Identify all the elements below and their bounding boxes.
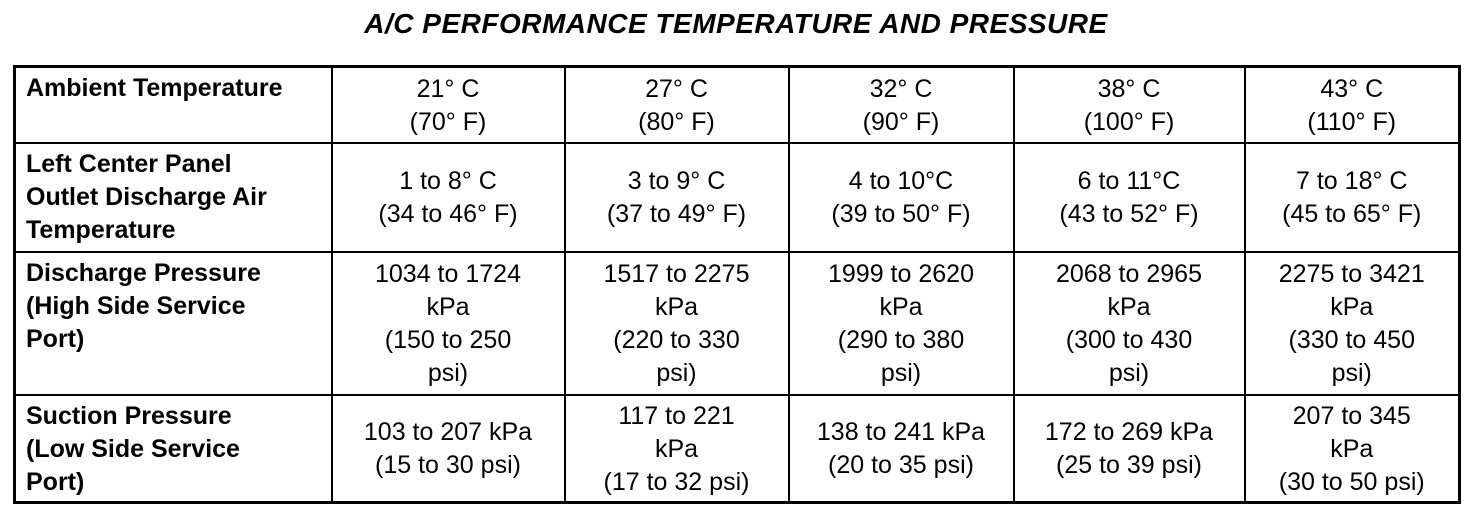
cell: 6 to 11°C (43 to 52° F) — [1012, 141, 1246, 253]
cell-line: (20 to 35 psi) — [828, 451, 974, 479]
cell-line: (43 to 52° F) — [1059, 200, 1199, 228]
cell: 172 to 269 kPa (25 to 39 psi) — [1012, 393, 1246, 503]
cell-line: (100° F) — [1083, 107, 1175, 136]
cell-line: Discharge Pressure — [26, 258, 261, 287]
cell-line: psi) — [427, 359, 469, 387]
cell: 38° C (100° F) — [1012, 65, 1246, 144]
cell-line: (220 to 330 — [613, 326, 740, 354]
cell-line: (34 to 46° F) — [378, 200, 518, 228]
cell-line: (330 to 450 — [1288, 326, 1416, 354]
table-row: Suction Pressure (Low Side Service Port) 10… — [13, 393, 1461, 503]
cell: 1999 to 2620 kPa (290 to 380 psi) — [787, 250, 1015, 396]
cell-line: 1999 to 2620 — [828, 260, 974, 288]
cell-line: (45 to 65° F) — [1282, 200, 1422, 228]
cell-line: Suction Pressure — [26, 401, 232, 430]
cell-line: 38° C — [1097, 74, 1161, 103]
cell-line: (25 to 39 psi) — [1056, 451, 1202, 479]
cell-line: Left Center Panel — [26, 149, 232, 178]
cell: 2068 to 2965 kPa (300 to 430 psi) — [1012, 250, 1246, 396]
cell-line: psi) — [656, 359, 697, 387]
cell-line: (High Side Service — [26, 291, 246, 320]
cell-line: kPa — [654, 293, 699, 321]
cell: 32° C (90° F) — [787, 65, 1015, 144]
cell: 43° C (110° F) — [1243, 65, 1461, 144]
table-row: Discharge Pressure (High Side Service Port… — [13, 250, 1461, 396]
cell-line: 27° C — [645, 74, 708, 103]
table-row: Ambient Temperature 21° C (70° F) 27° C (80°… — [13, 65, 1461, 144]
cell: 1034 to 1724 kPa (150 to 250 psi) — [330, 250, 566, 396]
cell-line: 4 to 10°C — [848, 167, 954, 195]
cell: 207 to 345 kPa (30 to 50 psi) — [1243, 393, 1461, 503]
cell-line: 1 to 8° C — [399, 167, 497, 195]
cell-line: kPa — [426, 293, 470, 321]
cell-line: 138 to 241 kPa — [816, 418, 986, 446]
cell-line: 32° C — [869, 74, 933, 103]
cell-line: Ambient Temperature — [26, 74, 283, 102]
row-label: Discharge Pressure (High Side Service Port… — [13, 250, 333, 396]
title: A/C PERFORMANCE TEMPERATURE AND PRESSURE — [364, 8, 1108, 39]
cell-line: 207 to 345 — [1292, 401, 1411, 430]
cell-line: kPa — [1330, 293, 1374, 321]
cell-line: Port) — [26, 324, 85, 353]
row-label: Ambient Temperature — [13, 65, 333, 144]
cell-line: kPa — [1107, 293, 1151, 321]
cell-line: psi) — [1331, 359, 1372, 387]
cell-line: (Low Side Service — [26, 434, 240, 463]
cell-line: 3 to 9° C — [627, 167, 726, 195]
cell-line: (110° F) — [1307, 107, 1397, 136]
cell: 2275 to 3421 kPa (330 to 450 psi) — [1243, 250, 1461, 396]
cell: 138 to 241 kPa (20 to 35 psi) — [787, 393, 1015, 503]
cell: 21° C (70° F) — [330, 65, 566, 144]
cell-line: Temperature — [26, 215, 176, 244]
cell-line: (80° F) — [638, 107, 715, 136]
cell-line: psi) — [880, 359, 922, 387]
cell-line: (70° F) — [409, 107, 487, 136]
table: Ambient Temperature 21° C (70° F) 27° C (80°… — [13, 65, 1461, 504]
cell-line: kPa — [1330, 434, 1374, 463]
cell-line: (15 to 30 psi) — [375, 451, 521, 479]
cell-line: (90° F) — [862, 107, 940, 136]
cell: 117 to 221 kPa (17 to 32 psi) — [563, 393, 790, 503]
row-label: Suction Pressure (Low Side Service Port) — [13, 393, 333, 503]
cell-line: (30 to 50 psi) — [1278, 467, 1425, 496]
cell: 1517 to 2275 kPa (220 to 330 psi) — [563, 250, 790, 396]
cell-line: 43° C — [1320, 74, 1384, 103]
cell-line: (150 to 250 — [384, 326, 512, 354]
table-row: Left Center Panel Outlet Discharge Air Tem… — [13, 141, 1461, 253]
cell-line: psi) — [1108, 359, 1150, 387]
cell-line: 172 to 269 kPa — [1044, 418, 1214, 446]
cell-line: (39 to 50° F) — [831, 200, 971, 228]
cell-line: 2068 to 2965 — [1056, 260, 1202, 288]
cell: 4 to 10°C (39 to 50° F) — [787, 141, 1015, 253]
cell-line: 2275 to 3421 — [1278, 260, 1425, 288]
cell-line: 21° C — [416, 74, 480, 103]
cell-line: (290 to 380 — [837, 326, 965, 354]
cell-line: 103 to 207 kPa — [363, 418, 533, 446]
cell: 1 to 8° C (34 to 46° F) — [330, 141, 566, 253]
cell-line: Port) — [26, 467, 85, 496]
cell-line: (17 to 32 psi) — [603, 467, 750, 496]
cell-line: 117 to 221 — [618, 401, 735, 430]
cell-line: (300 to 430 — [1065, 326, 1193, 354]
cell-line: 7 to 18° C — [1296, 167, 1408, 195]
cell-line: 1517 to 2275 — [603, 260, 750, 288]
cell-line: 1034 to 1724 — [375, 260, 521, 288]
cell: 103 to 207 kPa (15 to 30 psi) — [330, 393, 566, 503]
row-label: Left Center Panel Outlet Discharge Air Tem… — [13, 141, 333, 253]
cell-line: 6 to 11°C — [1077, 167, 1181, 195]
cell-line: kPa — [654, 434, 699, 463]
cell: 27° C (80° F) — [563, 65, 790, 144]
cell-line: (37 to 49° F) — [606, 200, 747, 228]
cell-line: kPa — [879, 293, 923, 321]
cell: 7 to 18° C (45 to 65° F) — [1243, 141, 1461, 253]
cell-line: Outlet Discharge Air — [26, 182, 267, 211]
cell: 3 to 9° C (37 to 49° F) — [563, 141, 790, 253]
